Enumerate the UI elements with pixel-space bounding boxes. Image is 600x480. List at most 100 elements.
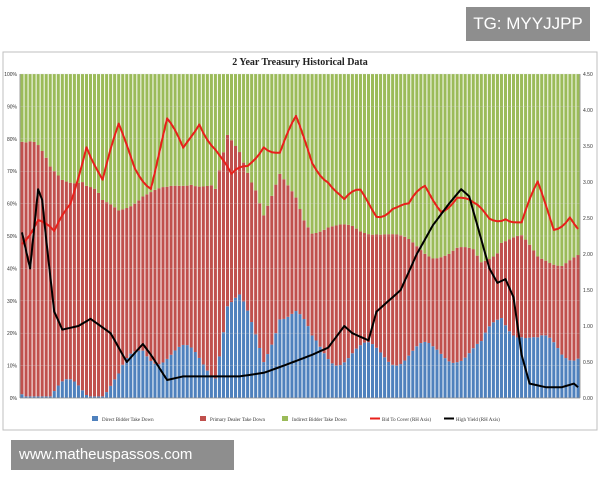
bar-indirect [60, 74, 64, 180]
bar-indirect [229, 74, 234, 141]
bar-indirect [36, 74, 40, 146]
bar-primary [375, 234, 379, 348]
bar-primary [302, 220, 306, 320]
bar-direct [185, 345, 189, 398]
bar-indirect [516, 74, 520, 236]
left-tick-label: 20% [7, 331, 18, 337]
bar-indirect [221, 74, 225, 153]
legend-swatch [282, 416, 288, 421]
bar-indirect [499, 74, 503, 243]
bar-primary [125, 208, 129, 359]
legend-label: High Yield (RH Axis) [456, 418, 500, 423]
bar-direct [105, 392, 109, 398]
bar-direct [375, 347, 379, 398]
bar-primary [350, 225, 354, 354]
bar-primary [278, 173, 282, 320]
bar-indirect [403, 74, 407, 237]
legend: Direct Bidder Take Down Primary Dealer Ta… [92, 416, 500, 423]
bar-direct [254, 334, 258, 398]
bar-primary [32, 141, 36, 397]
bar-direct [197, 357, 201, 398]
bar-primary [459, 247, 463, 361]
bar-direct [491, 322, 495, 398]
bar-direct [487, 326, 491, 398]
bar-primary [84, 185, 89, 395]
bar-primary [242, 162, 246, 302]
bar-indirect [28, 74, 32, 142]
bar-indirect [76, 74, 80, 183]
right-tick-label: 0.50 [583, 360, 593, 366]
bar-direct [362, 342, 366, 398]
bar-direct [36, 396, 40, 398]
bar-direct [495, 319, 499, 398]
bar-primary [544, 260, 548, 336]
bar-primary [310, 233, 314, 336]
bar-direct [391, 364, 395, 398]
bar-indirect [101, 74, 105, 200]
bar-primary [36, 145, 40, 397]
bar-indirect [189, 74, 193, 185]
bar-direct [516, 337, 520, 398]
bar-primary [60, 179, 64, 382]
bar-direct [314, 340, 318, 398]
bar-indirect [399, 74, 403, 236]
bar-direct [564, 358, 568, 398]
bar-indirect [20, 74, 24, 142]
bar-indirect [354, 74, 358, 229]
bar-primary [322, 229, 326, 354]
bar-primary [435, 258, 439, 350]
bar-direct [471, 348, 475, 398]
bar-primary [524, 239, 528, 339]
bar-primary [72, 183, 76, 382]
bar-primary [560, 265, 564, 355]
bar-direct [322, 353, 326, 398]
bar-primary [503, 241, 507, 326]
bar-indirect [383, 74, 387, 235]
bar-indirect [520, 74, 524, 236]
bar-indirect [197, 74, 201, 187]
bar-indirect [479, 74, 483, 263]
bar-primary [511, 237, 516, 336]
bar-direct [387, 361, 391, 398]
bar-direct [129, 353, 133, 398]
bar-indirect [117, 74, 121, 211]
bar-primary [298, 209, 302, 315]
bar-indirect [379, 74, 383, 235]
bar-indirect [145, 74, 149, 195]
bar-indirect [165, 74, 169, 187]
bar-primary [399, 235, 403, 365]
bar-indirect [503, 74, 507, 242]
bar-primary [391, 234, 395, 365]
bar-direct [544, 335, 548, 398]
bar-direct [201, 364, 205, 398]
bar-indirect [302, 74, 306, 221]
bar-primary [395, 234, 399, 366]
right-tick-label: 1.00 [583, 324, 593, 330]
bar-primary [56, 175, 60, 386]
right-tick-label: 3.50 [583, 144, 593, 150]
bar-direct [173, 350, 177, 398]
bid-to-cover-line [21, 114, 579, 245]
bar-primary [423, 253, 427, 342]
bar-direct [326, 359, 330, 398]
bar-direct [72, 381, 76, 398]
bar-primary [346, 224, 350, 359]
bar-primary [387, 234, 391, 362]
bar-primary [564, 263, 568, 359]
bar-direct [93, 396, 97, 398]
bar-direct [149, 360, 153, 398]
bar-direct [415, 346, 419, 398]
bar-primary [274, 184, 278, 334]
left-tick-label: 30% [7, 299, 18, 305]
bar-direct [511, 335, 516, 398]
bar-direct [358, 345, 362, 398]
bar-indirect [507, 74, 512, 240]
bar-primary [177, 185, 181, 347]
bar-indirect [282, 74, 286, 180]
bar-indirect [270, 74, 274, 196]
bar-indirect [201, 74, 205, 187]
bar-primary [141, 196, 145, 351]
bar-direct [266, 354, 270, 398]
bar-indirect [141, 74, 145, 197]
